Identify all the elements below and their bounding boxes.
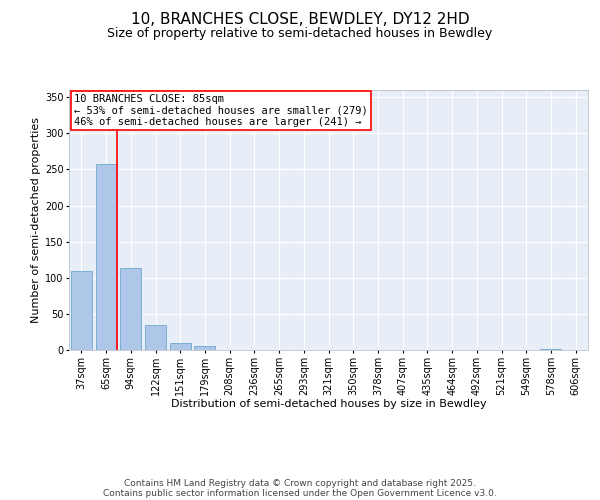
Bar <box>145 326 166 350</box>
Bar <box>541 348 562 350</box>
Text: Contains HM Land Registry data © Crown copyright and database right 2025.: Contains HM Land Registry data © Crown c… <box>124 478 476 488</box>
Text: Contains public sector information licensed under the Open Government Licence v3: Contains public sector information licen… <box>103 488 497 498</box>
Bar <box>95 164 116 350</box>
Text: Size of property relative to semi-detached houses in Bewdley: Size of property relative to semi-detach… <box>107 28 493 40</box>
Y-axis label: Number of semi-detached properties: Number of semi-detached properties <box>31 117 41 323</box>
Bar <box>194 346 215 350</box>
Bar <box>170 343 191 350</box>
Text: 10, BRANCHES CLOSE, BEWDLEY, DY12 2HD: 10, BRANCHES CLOSE, BEWDLEY, DY12 2HD <box>131 12 469 28</box>
Bar <box>120 268 141 350</box>
Bar <box>71 272 92 350</box>
X-axis label: Distribution of semi-detached houses by size in Bewdley: Distribution of semi-detached houses by … <box>170 399 487 409</box>
Text: 10 BRANCHES CLOSE: 85sqm
← 53% of semi-detached houses are smaller (279)
46% of : 10 BRANCHES CLOSE: 85sqm ← 53% of semi-d… <box>74 94 368 127</box>
